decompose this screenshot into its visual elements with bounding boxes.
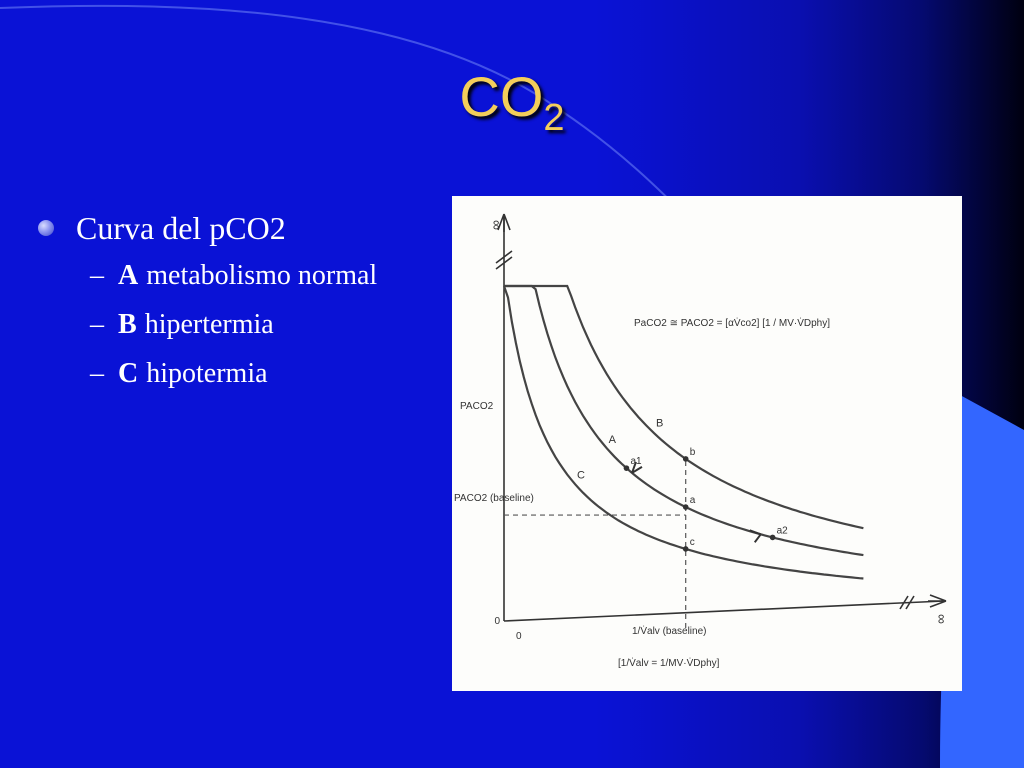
x-axis-break-1 [899,595,909,610]
x-equation-label: [1/V̇alv = 1/MV·V̇Dphy] [618,656,720,669]
y-infinity-label: ∞ [489,220,505,230]
series-curve-C [502,285,864,580]
subitem-letter: C [118,357,139,389]
subitem-letter: A [118,259,139,291]
series-label-A: A [609,434,617,446]
x-axis-title: 1/V̇alv (baseline) [632,624,706,637]
dash-icon: – [90,357,104,389]
point-label-b: b [690,447,696,458]
y-axis-arrowhead [497,213,511,232]
x-zero-label: 0 [516,631,522,642]
x-axis-arrowhead [928,594,947,608]
point-label-a2: a2 [777,525,789,536]
pco2-chart: A B C a b c a1 a2 ∞ ∞ 0 0 PACO2 PaCO2 ≅ PACO2 … [454,213,950,669]
bullet-list: Curva del pCO2 – A metabolismo normal – … [38,205,377,398]
dash-icon: – [90,259,104,291]
baseline-label: PACO2 (baseline) [454,493,534,504]
subitem-letter: B [118,308,137,340]
bullet-item: Curva del pCO2 [38,205,377,251]
subitem-text: hipotermia [146,357,268,389]
x-axis [503,600,945,622]
subitem-text: hipertermia [144,308,274,340]
slide-title: CO2 [0,64,1024,140]
y-axis-title: PACO2 [460,401,494,412]
equation-label: PaCO2 ≅ PACO2 = [αV̇co2] [1 / MV·V̇Dphy] [634,316,830,329]
bullet-dot-icon [38,220,54,236]
point-c [682,546,689,552]
title-main: CO [459,65,544,128]
subitem-text: metabolismo normal [146,259,378,291]
point-b [682,456,689,462]
subitem-a: – A metabolismo normal [38,251,377,300]
series-label-B: B [656,417,663,429]
y-axis-break-1 [495,250,513,264]
point-a [682,504,689,510]
y-zero-label: 0 [494,616,500,627]
arrow-to-a2-icon [749,529,762,543]
series-label-C: C [577,470,585,482]
arrow-to-a1-icon [631,461,643,474]
x-infinity-label: ∞ [934,614,950,624]
point-label-a1: a1 [630,456,642,467]
subitem-c: – C hipotermia [38,349,377,398]
dash-icon: – [90,308,104,340]
y-axis-break-2 [495,256,513,270]
chart-figure: A B C a b c a1 a2 ∞ ∞ 0 0 PACO2 PaCO2 ≅ PACO2 … [452,196,962,691]
bullet-text: Curva del pCO2 [76,209,286,246]
title-subscript: 2 [543,97,565,139]
point-label-c: c [690,537,695,548]
point-a1 [623,465,630,471]
x-axis-break-2 [905,595,915,610]
point-a2 [769,534,776,541]
point-label-a: a [690,495,696,506]
subitem-b: – B hipertermia [38,300,377,349]
